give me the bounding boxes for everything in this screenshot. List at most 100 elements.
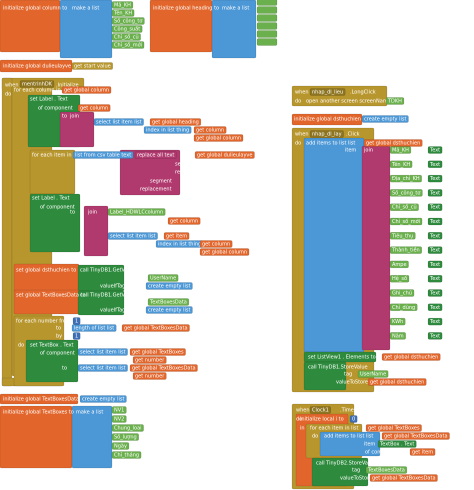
block-label: Clock1 — [312, 408, 329, 414]
block-chip — [427, 232, 443, 240]
block-label: set Label . Text — [30, 97, 68, 103]
block-label: join — [69, 114, 79, 120]
block-label: add items to list list — [306, 141, 355, 147]
block-label: for each item in list — [32, 153, 81, 159]
block-chip — [193, 134, 244, 142]
block-label: Chung_loai — [114, 426, 142, 432]
block-chip — [19, 80, 55, 88]
block-chip — [389, 332, 406, 340]
block-label: Text — [429, 291, 440, 297]
block-label: by — [56, 334, 62, 340]
block-label: UserName — [360, 372, 386, 378]
block-label: get column — [80, 106, 108, 112]
block-label: Text — [429, 248, 440, 254]
block-chip — [199, 248, 250, 256]
block-label: valueToStore — [336, 380, 368, 386]
block-chip — [309, 130, 344, 138]
block-label: Label_HDWLCcolumn — [110, 210, 163, 216]
block — [256, 14, 278, 22]
block-label: nhap_dl_lay — [312, 132, 342, 138]
block — [1, 77, 13, 387]
block-label: of component — [40, 205, 75, 211]
block-label: valueIfTagNotThere — [100, 308, 148, 314]
block-label: initialize global TextBoxes to — [3, 410, 74, 416]
block-chip — [111, 406, 127, 414]
block-label: set TextBox . Text — [30, 343, 74, 349]
block-chip — [199, 240, 233, 248]
block-label: get start value — [74, 64, 111, 70]
block-label: valueIfTagNotThere — [100, 284, 148, 290]
block-label: initialize global column to — [3, 6, 67, 12]
block-label: index in list thing — [146, 128, 189, 134]
block-chip — [111, 1, 134, 9]
block-label: create empty list — [148, 284, 190, 290]
block-chip — [111, 17, 145, 25]
block-label: Text — [429, 305, 440, 311]
block — [83, 205, 109, 257]
block-label: TextBoxesData — [149, 300, 187, 306]
block-label: add items to list list — [324, 434, 373, 440]
block-label: get global dsthuchien — [366, 141, 420, 147]
block-label: get global dulieulayve — [197, 153, 252, 159]
block-label: get global dsthuchien — [384, 355, 438, 361]
block-chip — [145, 306, 193, 314]
block-label: get global TextBoxesData — [384, 434, 448, 440]
block-chip — [77, 364, 128, 372]
block-chip — [111, 424, 144, 432]
block-label: Ngày — [114, 443, 127, 450]
block — [256, 38, 278, 46]
block-label: Text — [429, 319, 440, 325]
block-label: for each item in list — [310, 426, 359, 432]
block-chip — [107, 232, 158, 240]
block — [256, 30, 278, 38]
block-chip — [79, 395, 127, 403]
block-chip — [427, 203, 443, 211]
block-label: select list item list — [96, 120, 142, 126]
block-label: Mã_KH — [114, 3, 131, 9]
block-chip — [71, 62, 113, 70]
block-label: Text — [429, 219, 440, 225]
block-label: .Initialize — [56, 83, 79, 89]
block-label: get global TextBoxes — [368, 426, 420, 432]
block-label: call TinyDB2.StoreValue — [316, 461, 376, 467]
block-chip — [427, 160, 443, 169]
block-label: make a list — [76, 410, 103, 416]
block-chip — [389, 217, 423, 226]
block-label: get global dsthuchien — [370, 380, 424, 386]
block-label: join — [87, 210, 97, 216]
block-chip — [389, 160, 413, 169]
block-label: .Click — [346, 132, 360, 138]
block-label: to — [62, 114, 67, 120]
block-chip — [309, 88, 346, 96]
block-label: do — [295, 99, 301, 105]
block-label: valueToStore — [340, 476, 372, 482]
block-label: of component — [38, 106, 73, 112]
block-label: when — [295, 132, 309, 138]
block-label: item — [364, 442, 375, 448]
block-label: get global TextBoxes — [132, 350, 184, 356]
block-chip — [427, 317, 443, 326]
block-chip — [357, 370, 389, 378]
block-label: .Timer — [340, 408, 357, 414]
block-chip — [427, 303, 443, 311]
block-label: item — [345, 148, 356, 154]
block-chip — [111, 442, 130, 450]
block-label: TextBoxesData — [367, 468, 405, 474]
block-label: do — [295, 141, 301, 147]
block-label: Chỉ_dùng — [392, 304, 415, 311]
block-label: set global TextBoxesData to — [16, 293, 86, 299]
block-label: Tiêu_thụ — [391, 232, 413, 239]
block-chip — [77, 104, 111, 112]
block — [0, 393, 79, 405]
block-label: Text — [429, 190, 440, 196]
block-chip — [427, 246, 443, 254]
block-chip — [132, 356, 167, 364]
block-label: get global heading — [152, 120, 199, 126]
block-chip — [427, 217, 443, 226]
block-label: get column — [196, 128, 224, 134]
block-label: of component — [365, 450, 400, 456]
block-chip — [107, 208, 166, 216]
block-chip — [72, 332, 81, 340]
block-label: TextBox . Text — [379, 442, 414, 448]
